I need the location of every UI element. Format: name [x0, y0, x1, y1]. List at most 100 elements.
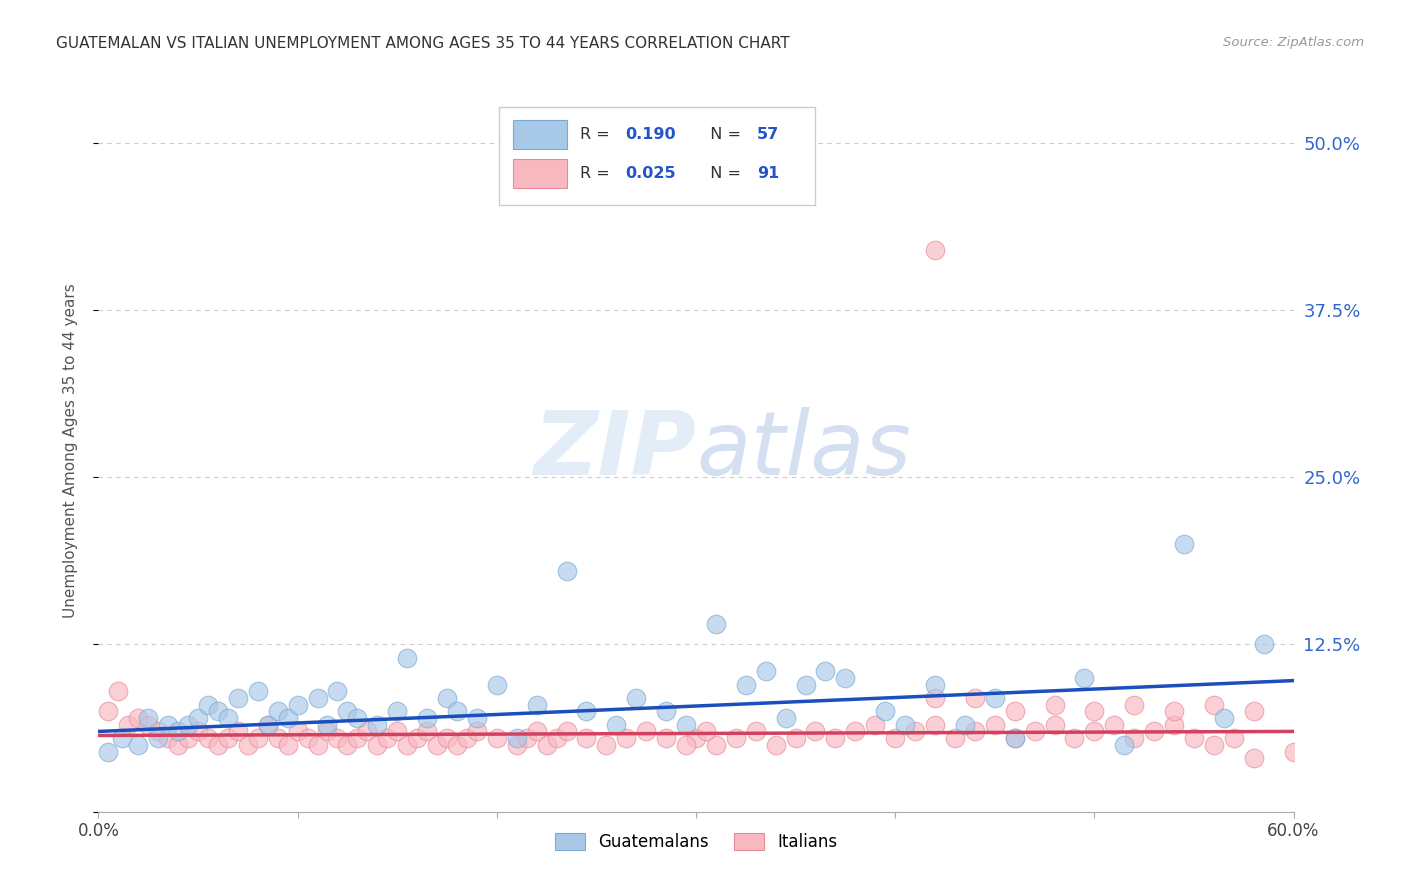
Point — [396, 651, 419, 665]
Point — [485, 678, 508, 692]
Point — [943, 731, 966, 746]
Point — [157, 717, 180, 731]
Point — [745, 724, 768, 739]
Point — [167, 738, 190, 752]
Point — [1163, 705, 1185, 719]
Point — [187, 724, 209, 739]
Point — [307, 690, 329, 705]
FancyBboxPatch shape — [513, 120, 567, 149]
Text: N =: N = — [700, 166, 745, 181]
Point — [366, 738, 388, 752]
Point — [614, 731, 637, 746]
Point — [207, 705, 229, 719]
Point — [187, 711, 209, 725]
Point — [1243, 751, 1265, 765]
Point — [217, 711, 239, 725]
Point — [366, 717, 388, 731]
Point — [555, 724, 578, 739]
Point — [834, 671, 856, 685]
Text: N =: N = — [700, 128, 745, 142]
Point — [785, 731, 807, 746]
Point — [963, 724, 986, 739]
Point — [446, 738, 468, 752]
Point — [336, 705, 359, 719]
Point — [1243, 705, 1265, 719]
Point — [197, 698, 219, 712]
Point — [1073, 671, 1095, 685]
Point — [177, 731, 200, 746]
Point — [167, 724, 190, 739]
Point — [385, 724, 409, 739]
FancyBboxPatch shape — [499, 107, 815, 205]
Point — [226, 724, 249, 739]
Point — [734, 678, 756, 692]
Point — [704, 617, 727, 632]
Point — [884, 731, 907, 746]
Text: GUATEMALAN VS ITALIAN UNEMPLOYMENT AMONG AGES 35 TO 44 YEARS CORRELATION CHART: GUATEMALAN VS ITALIAN UNEMPLOYMENT AMONG… — [56, 36, 790, 51]
Point — [217, 731, 239, 746]
Point — [416, 711, 439, 725]
Point — [1202, 738, 1225, 752]
Text: R =: R = — [581, 128, 614, 142]
Point — [555, 564, 578, 578]
Point — [655, 731, 678, 746]
Point — [963, 690, 986, 705]
Point — [536, 738, 558, 752]
Point — [526, 724, 548, 739]
Text: ZIP: ZIP — [533, 407, 696, 494]
Point — [904, 724, 927, 739]
Point — [1282, 744, 1305, 758]
Point — [1173, 537, 1195, 551]
Point — [1182, 731, 1205, 746]
Point — [516, 731, 538, 746]
Point — [675, 738, 697, 752]
Point — [894, 717, 917, 731]
Point — [326, 684, 349, 698]
Point — [1043, 717, 1066, 731]
Point — [207, 738, 229, 752]
Point — [724, 731, 747, 746]
Point — [236, 738, 259, 752]
Point — [575, 731, 598, 746]
Text: 91: 91 — [756, 166, 779, 181]
Point — [1253, 637, 1275, 651]
Point — [385, 705, 409, 719]
Point — [704, 738, 727, 752]
Point — [1202, 698, 1225, 712]
Point — [356, 724, 378, 739]
Point — [336, 738, 359, 752]
Point — [1212, 711, 1234, 725]
Point — [157, 731, 180, 746]
Point — [346, 731, 368, 746]
Point — [1004, 731, 1026, 746]
Point — [287, 698, 309, 712]
Point — [287, 724, 309, 739]
Point — [814, 664, 837, 679]
Point — [246, 684, 269, 698]
Point — [107, 684, 129, 698]
Text: Source: ZipAtlas.com: Source: ZipAtlas.com — [1223, 36, 1364, 49]
Point — [1114, 738, 1136, 752]
Point — [97, 744, 120, 758]
Point — [655, 705, 678, 719]
Text: 0.025: 0.025 — [626, 166, 676, 181]
Point — [1163, 717, 1185, 731]
Point — [1024, 724, 1046, 739]
Point — [307, 738, 329, 752]
Point — [1123, 698, 1146, 712]
Point — [636, 724, 658, 739]
Point — [984, 690, 1007, 705]
Point — [136, 711, 159, 725]
Point — [267, 705, 290, 719]
Point — [685, 731, 707, 746]
Point — [844, 724, 866, 739]
Point — [626, 690, 648, 705]
Point — [1004, 705, 1026, 719]
Point — [506, 731, 529, 746]
Point — [875, 705, 897, 719]
Point — [924, 717, 946, 731]
Point — [267, 731, 290, 746]
Point — [924, 678, 946, 692]
Point — [197, 731, 219, 746]
Point — [426, 738, 449, 752]
